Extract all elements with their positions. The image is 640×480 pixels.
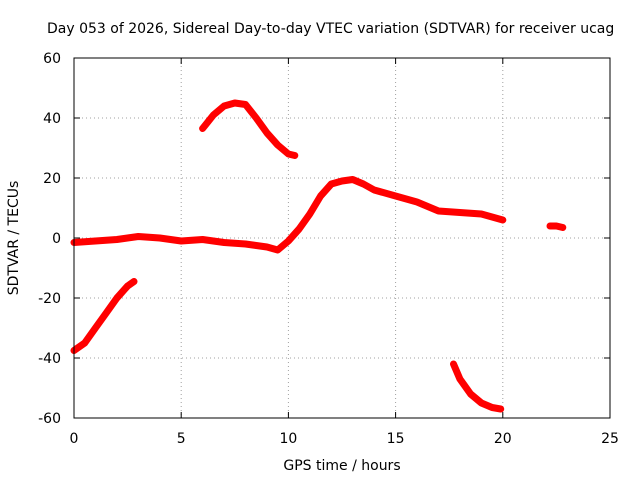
y-tick-label: 60 (43, 51, 61, 67)
y-axis-label: SDTVAR / TECUs (6, 181, 22, 296)
chart-title: Day 053 of 2026, Sidereal Day-to-day VTE… (47, 21, 614, 37)
x-tick-label: 10 (279, 431, 297, 447)
plot-frame (73, 57, 611, 419)
series-track-3 (199, 99, 299, 159)
series-track-5 (546, 222, 567, 231)
series-track-2 (70, 176, 507, 254)
y-tick-label: -20 (38, 291, 61, 307)
data-tracks (70, 99, 567, 413)
y-tick-label: 20 (43, 171, 61, 187)
x-tick-label: 20 (494, 431, 512, 447)
x-axis-label: GPS time / hours (283, 458, 400, 474)
series-track-1 (70, 278, 138, 354)
y-tick-label: -40 (38, 351, 61, 367)
y-tick-label: -60 (38, 411, 61, 427)
x-tick-label: 25 (601, 431, 619, 447)
series-track-4 (450, 360, 505, 413)
y-tick-label: 40 (43, 111, 61, 127)
y-tick-label: 0 (52, 231, 61, 247)
x-tick-label: 5 (177, 431, 186, 447)
x-tick-label: 0 (70, 431, 79, 447)
x-tick-label: 15 (387, 431, 405, 447)
axis-ticks: 0 5 10 15 20 25 -60 -40 -20 0 20 40 60 (38, 51, 619, 447)
